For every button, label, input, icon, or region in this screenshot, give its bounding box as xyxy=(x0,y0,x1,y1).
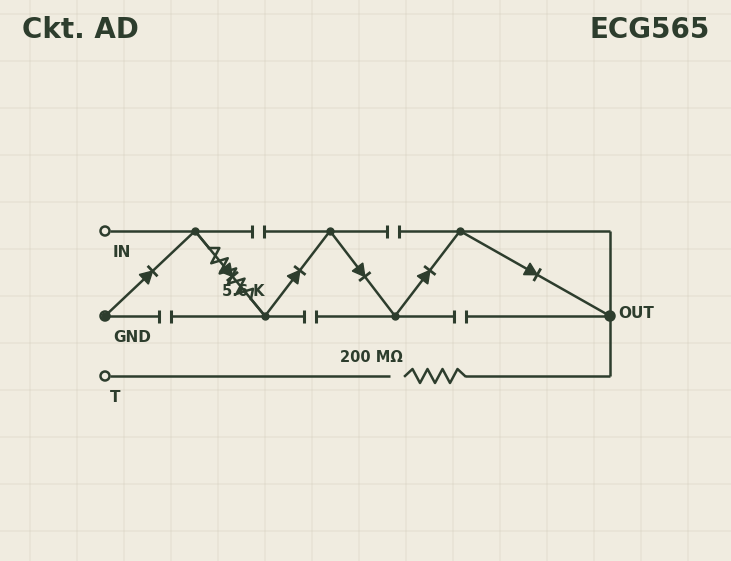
Polygon shape xyxy=(523,263,537,275)
Text: GND: GND xyxy=(113,330,151,345)
Text: T: T xyxy=(110,390,121,405)
Polygon shape xyxy=(287,270,300,284)
Text: IN: IN xyxy=(113,245,132,260)
Text: 5.6 K: 5.6 K xyxy=(222,283,265,298)
Polygon shape xyxy=(140,271,153,284)
Text: ECG565: ECG565 xyxy=(590,16,710,44)
Text: Ckt. AD: Ckt. AD xyxy=(22,16,139,44)
Text: 200 MΩ: 200 MΩ xyxy=(340,351,403,366)
Polygon shape xyxy=(220,263,232,277)
Polygon shape xyxy=(417,270,430,284)
Polygon shape xyxy=(352,263,365,277)
Text: OUT: OUT xyxy=(618,306,654,321)
